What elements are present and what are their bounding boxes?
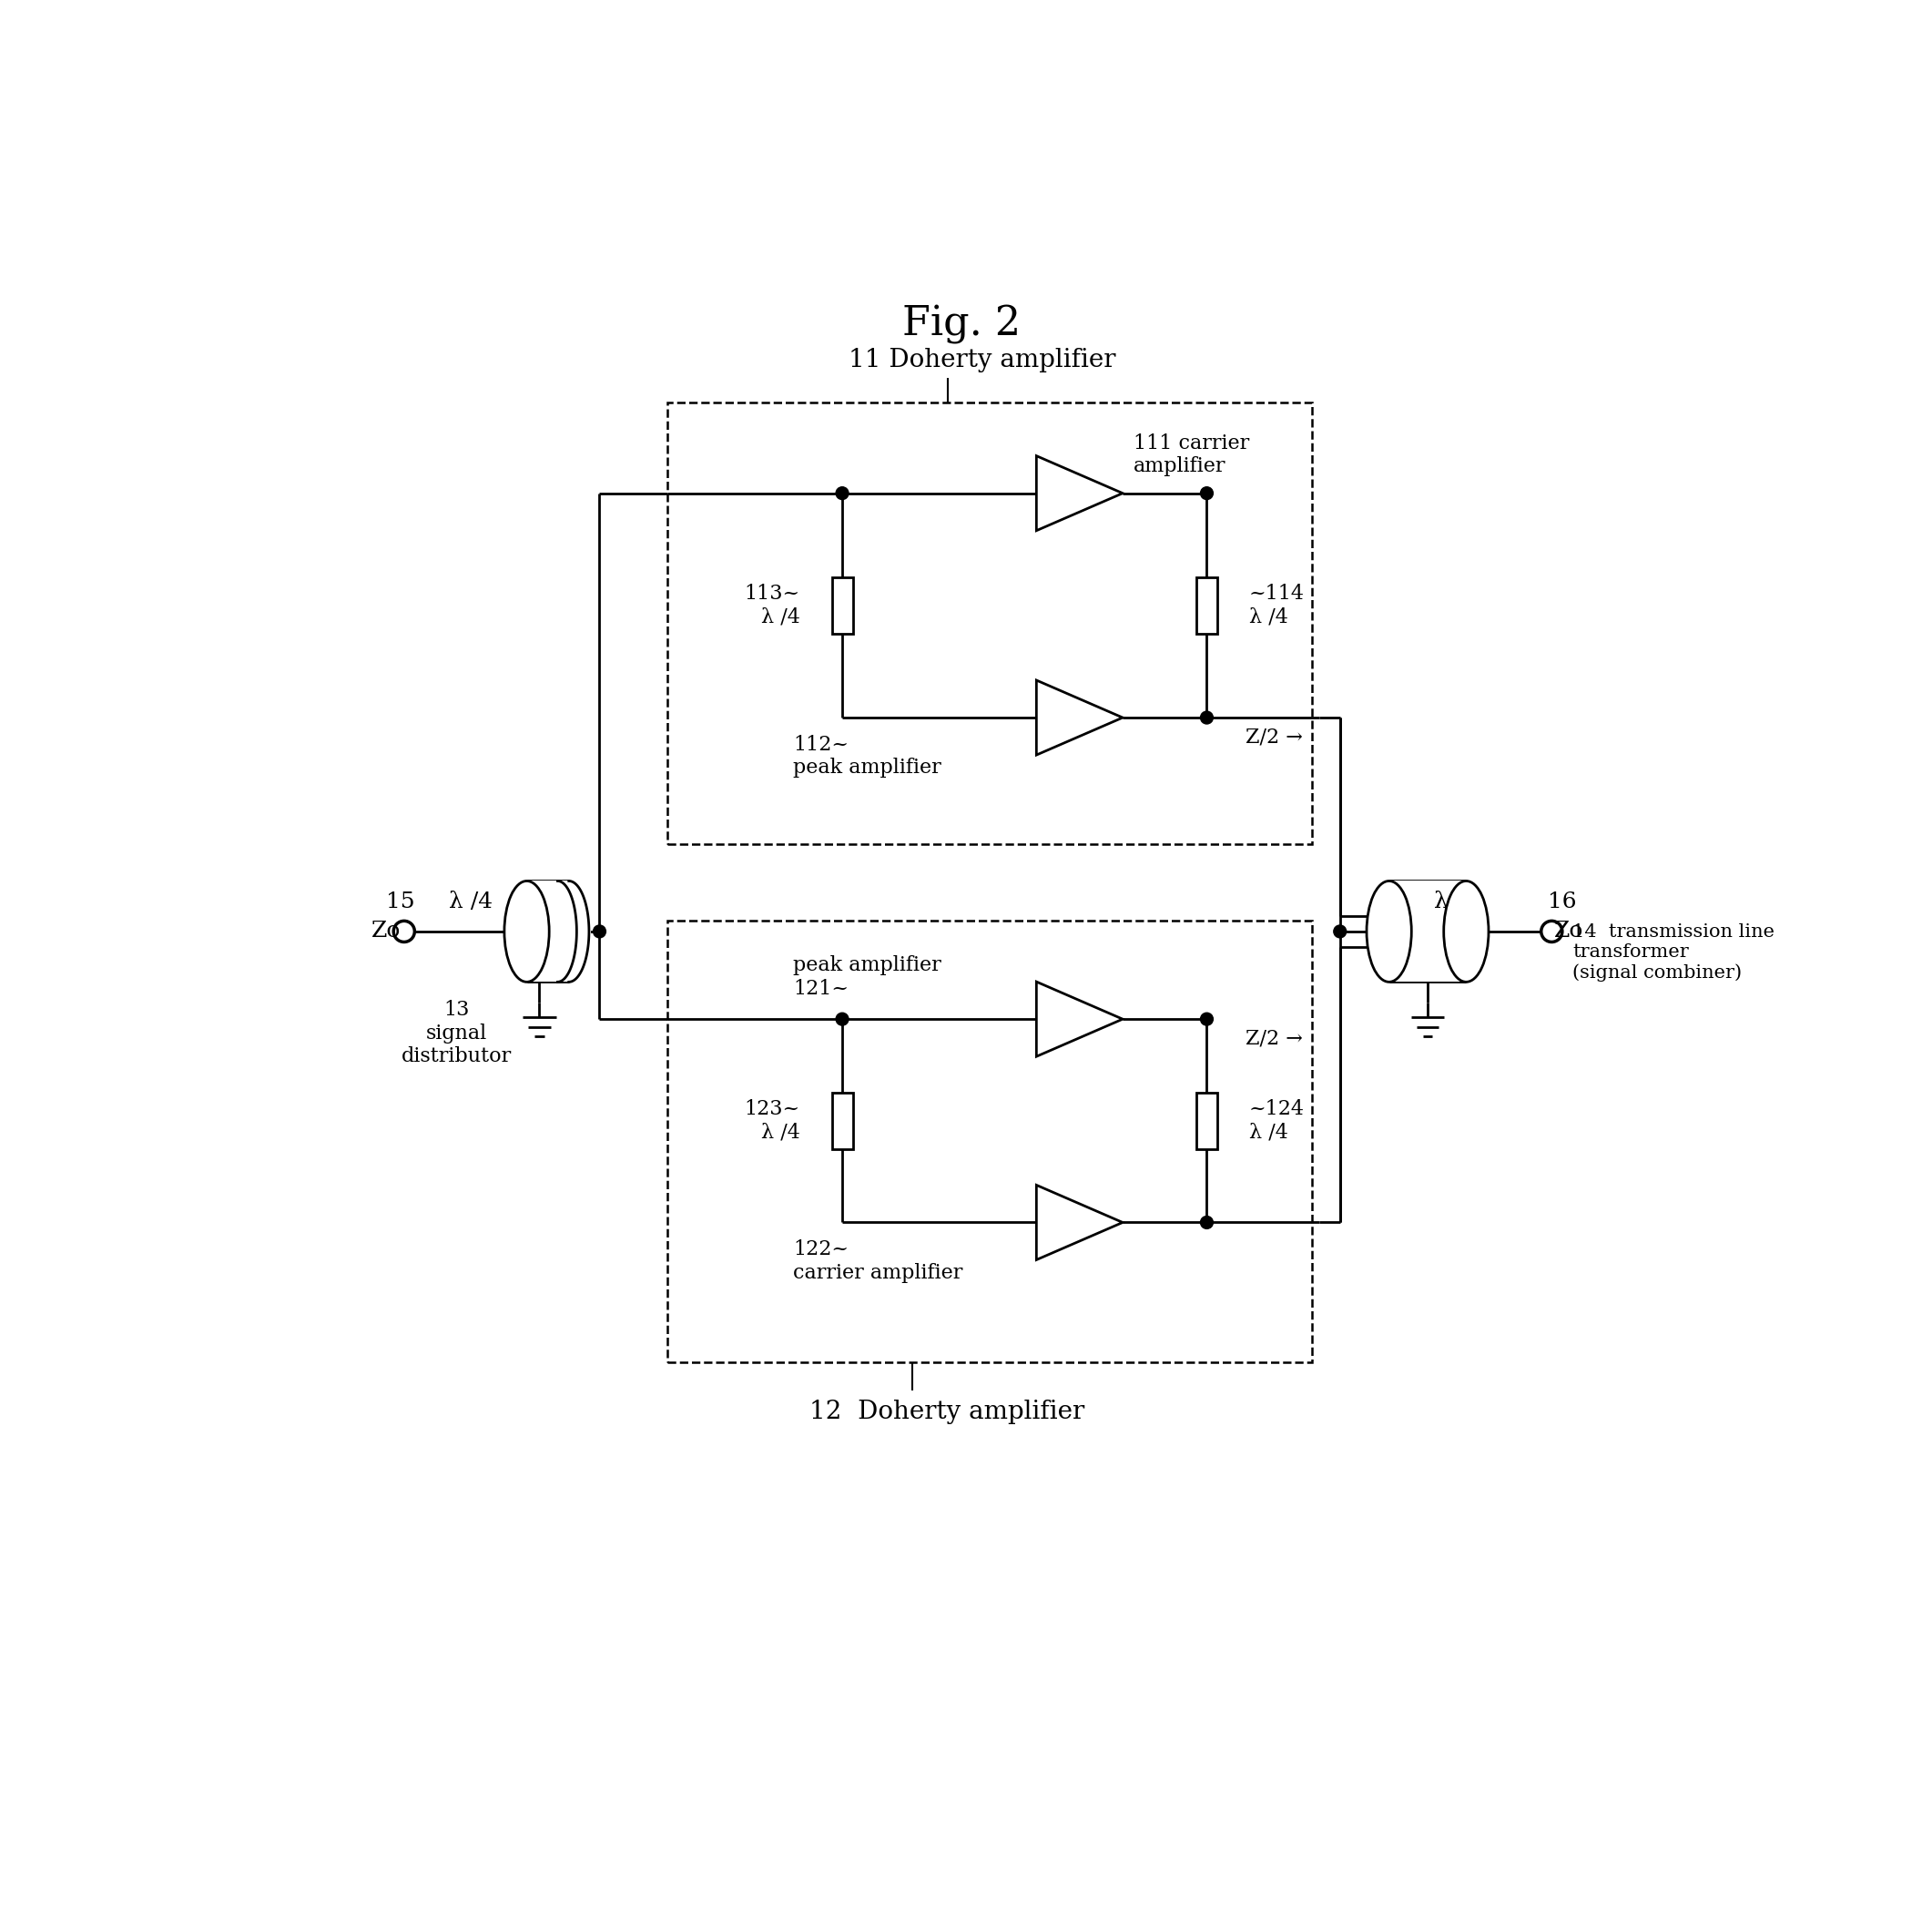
Circle shape [1333, 926, 1347, 937]
Text: 122~
carrier amplifier: 122~ carrier amplifier [794, 1240, 962, 1282]
Text: Zo: Zo [1555, 920, 1584, 941]
Bar [667, 920, 1312, 1363]
Text: 111 carrier
amplifier: 111 carrier amplifier [1134, 433, 1248, 475]
Bar [831, 577, 852, 633]
Circle shape [1200, 1013, 1213, 1026]
Text: 112~
peak amplifier: 112~ peak amplifier [794, 735, 941, 778]
Text: Z/2 →: Z/2 → [1246, 1028, 1302, 1049]
Bar [667, 402, 1312, 843]
Ellipse shape [504, 882, 549, 982]
Text: 123~
λ /4: 123~ λ /4 [744, 1099, 800, 1142]
Circle shape [1200, 1217, 1213, 1228]
Bar [1196, 1093, 1217, 1149]
Circle shape [1200, 712, 1213, 724]
Text: 12  Doherty amplifier: 12 Doherty amplifier [810, 1399, 1086, 1424]
Bar [1389, 882, 1466, 982]
Circle shape [837, 487, 848, 500]
Text: 113~
λ /4: 113~ λ /4 [744, 583, 800, 628]
Ellipse shape [1443, 882, 1488, 982]
Text: peak amplifier
121~: peak amplifier 121~ [794, 955, 941, 999]
Circle shape [593, 926, 607, 937]
Text: Fig. 2: Fig. 2 [902, 306, 1020, 345]
Text: λ /4: λ /4 [448, 891, 493, 912]
Text: 14  transmission line
transformer
(signal combiner): 14 transmission line transformer (signal… [1573, 924, 1776, 982]
Text: ~124
λ /4: ~124 λ /4 [1248, 1099, 1304, 1142]
Text: 15: 15 [386, 891, 415, 912]
Bar [1196, 577, 1217, 633]
Text: ~114
λ /4: ~114 λ /4 [1248, 583, 1304, 628]
Text: λ /4: λ /4 [1434, 891, 1478, 912]
Text: Zo: Zo [371, 920, 402, 941]
Text: 11 Doherty amplifier: 11 Doherty amplifier [848, 348, 1117, 372]
Circle shape [1200, 487, 1213, 500]
Ellipse shape [1366, 882, 1412, 982]
Text: 16: 16 [1548, 891, 1577, 912]
Bar [527, 882, 591, 982]
Bar [831, 1093, 852, 1149]
Text: 13
signal
distributor: 13 signal distributor [402, 999, 512, 1066]
Text: Z/2 →: Z/2 → [1246, 728, 1302, 747]
Circle shape [837, 1013, 848, 1026]
